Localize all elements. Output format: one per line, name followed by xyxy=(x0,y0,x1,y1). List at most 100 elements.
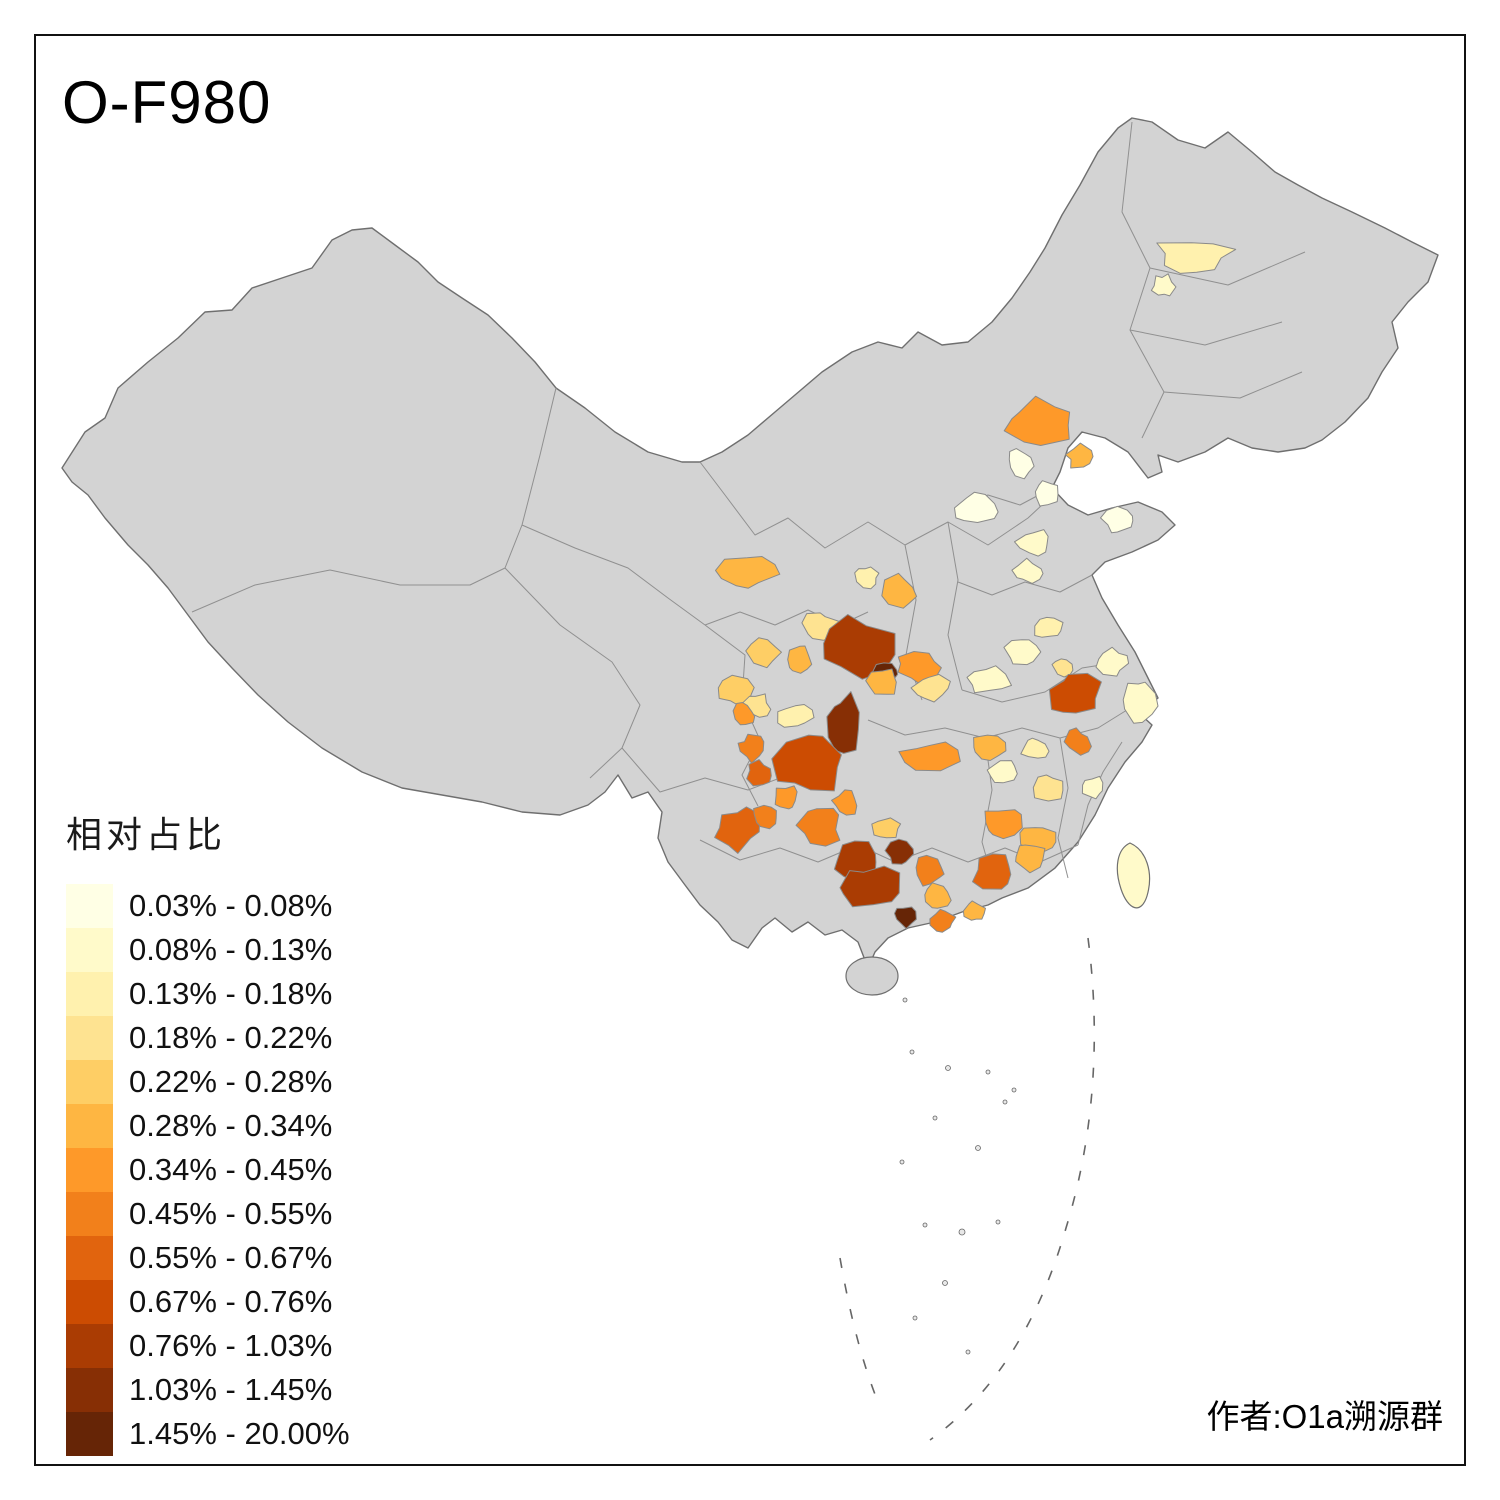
legend-item: 0.13% - 0.18% xyxy=(66,972,350,1016)
map-region xyxy=(1020,737,1050,759)
map-region xyxy=(1122,681,1159,724)
nine-dash-line xyxy=(839,937,1096,1441)
legend-item: 0.45% - 0.55% xyxy=(66,1192,350,1236)
map-region xyxy=(910,673,951,703)
legend-label: 1.45% - 20.00% xyxy=(129,1416,350,1451)
map-region xyxy=(1051,658,1074,678)
map-region xyxy=(1150,273,1177,297)
legend-items: 0.03% - 0.08% 0.08% - 0.13% 0.13% - 0.18% 0… xyxy=(66,884,350,1456)
china-outline xyxy=(61,117,1439,969)
legend-swatch xyxy=(66,972,113,1016)
legend-item: 0.34% - 0.45% xyxy=(66,1148,350,1192)
legend-swatch xyxy=(66,884,113,928)
map-region xyxy=(984,809,1023,840)
legend-item: 0.55% - 0.67% xyxy=(66,1236,350,1280)
map-region xyxy=(745,637,782,669)
legend-swatch xyxy=(66,928,113,972)
legend-label: 0.55% - 0.67% xyxy=(129,1240,333,1275)
legend-label: 0.45% - 0.55% xyxy=(129,1196,333,1231)
map-region xyxy=(795,807,841,847)
map-region xyxy=(881,572,918,609)
south-china-sea-islets xyxy=(899,997,1017,1355)
map-region xyxy=(972,853,1012,890)
legend-swatch xyxy=(66,1412,113,1456)
hainan-island xyxy=(845,956,899,996)
map-region xyxy=(1003,639,1042,666)
map-region xyxy=(865,668,897,695)
map-region xyxy=(1064,442,1094,469)
map-region xyxy=(915,854,945,887)
legend-label: 0.28% - 0.34% xyxy=(129,1108,333,1143)
legend-swatch xyxy=(66,1016,113,1060)
legend-label: 0.08% - 0.13% xyxy=(129,932,333,967)
map-region xyxy=(1034,480,1059,507)
map-region xyxy=(1003,395,1071,446)
legend-swatch xyxy=(66,1368,113,1412)
legend-item: 0.28% - 0.34% xyxy=(66,1104,350,1148)
map-region xyxy=(714,806,761,854)
map-region xyxy=(715,556,781,589)
map-region xyxy=(1011,557,1044,584)
map-region xyxy=(826,691,860,754)
map-region xyxy=(1063,727,1092,756)
map-region xyxy=(854,566,880,590)
map-region xyxy=(787,645,813,674)
map-region xyxy=(898,741,961,772)
legend-swatch xyxy=(66,1148,113,1192)
map-region xyxy=(884,838,915,865)
legend-swatch xyxy=(66,1192,113,1236)
legend-label: 0.22% - 0.28% xyxy=(129,1064,333,1099)
map-region xyxy=(774,785,798,810)
map-region xyxy=(929,908,957,933)
legend-label: 0.67% - 0.76% xyxy=(129,1284,333,1319)
map-region xyxy=(1100,505,1134,534)
map-region xyxy=(954,491,999,523)
legend-swatch xyxy=(66,1324,113,1368)
map-region xyxy=(1095,646,1130,677)
legend-item: 0.03% - 0.08% xyxy=(66,884,350,928)
legend-item: 1.03% - 1.45% xyxy=(66,1368,350,1412)
map-region xyxy=(746,759,772,787)
map-region xyxy=(1008,448,1035,480)
legend-label: 0.76% - 1.03% xyxy=(129,1328,333,1363)
legend-swatch xyxy=(66,1104,113,1148)
map-region xyxy=(777,704,815,728)
legend: 相对占比 0.03% - 0.08% 0.08% - 0.13% 0.13% - 0… xyxy=(66,806,350,1456)
legend-item: 0.22% - 0.28% xyxy=(66,1060,350,1104)
map-region xyxy=(1048,672,1102,714)
map-region xyxy=(732,702,756,726)
legend-label: 0.18% - 0.22% xyxy=(129,1020,333,1055)
regions-layer xyxy=(714,242,1237,933)
map-region xyxy=(839,865,901,908)
map-region xyxy=(771,734,842,792)
map-region xyxy=(973,734,1007,761)
map-region xyxy=(924,882,952,909)
map-region xyxy=(986,760,1018,784)
map-region xyxy=(1156,242,1237,274)
islands-group xyxy=(839,842,1151,1441)
legend-swatch xyxy=(66,1060,113,1104)
map-region xyxy=(1032,774,1064,802)
legend-title: 相对占比 xyxy=(66,814,227,855)
map-region xyxy=(831,789,858,816)
legend-item: 1.45% - 20.00% xyxy=(66,1412,350,1456)
legend-label: 0.13% - 0.18% xyxy=(129,976,333,1011)
map-region xyxy=(753,804,777,830)
map-region xyxy=(962,900,986,921)
legend-label: 1.03% - 1.45% xyxy=(129,1372,333,1407)
map-region xyxy=(1015,844,1046,874)
legend-swatch xyxy=(66,1236,113,1280)
legend-label: 0.34% - 0.45% xyxy=(129,1152,333,1187)
legend-item: 0.67% - 0.76% xyxy=(66,1280,350,1324)
map-region xyxy=(871,817,902,839)
map-region xyxy=(1081,775,1104,800)
map-region xyxy=(1034,616,1064,638)
taiwan-island xyxy=(1116,842,1151,909)
legend-item: 0.18% - 0.22% xyxy=(66,1016,350,1060)
map-region xyxy=(966,665,1012,694)
legend-swatch xyxy=(66,1280,113,1324)
legend-label: 0.03% - 0.08% xyxy=(129,888,333,923)
map-region xyxy=(737,733,765,764)
